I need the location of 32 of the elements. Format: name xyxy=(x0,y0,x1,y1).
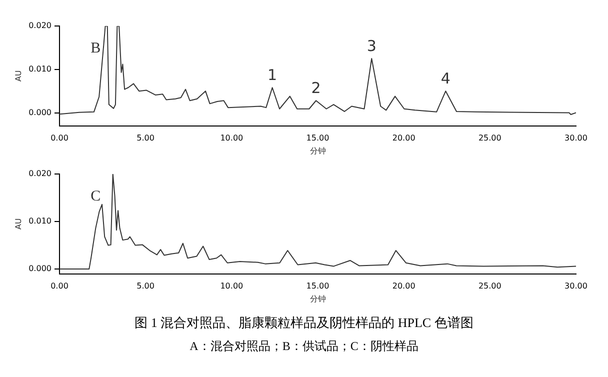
annotation: 2 xyxy=(311,79,321,98)
x-tick-label: 0.00 xyxy=(50,282,68,291)
y-tick-label: 0.010 xyxy=(28,64,52,74)
y-axis-title: AU xyxy=(14,70,23,82)
x-tick-label: 30.00 xyxy=(564,134,588,143)
annotation: 4 xyxy=(440,69,450,88)
y-tick-label: 0.020 xyxy=(28,21,52,30)
x-tick-label: 15.00 xyxy=(306,134,330,143)
y-tick-label: 0.010 xyxy=(28,216,52,226)
x-tick-label: 10.00 xyxy=(220,134,244,143)
x-tick-label: 15.00 xyxy=(306,282,330,291)
annotation: B xyxy=(90,40,101,56)
x-tick-label: 20.00 xyxy=(392,134,416,143)
x-axis-title: 分钟 xyxy=(310,294,326,304)
annotation: 1 xyxy=(268,66,278,84)
x-tick-label: 10.00 xyxy=(220,282,244,291)
x-tick-label: 5.00 xyxy=(136,282,154,291)
x-tick-label: 25.00 xyxy=(478,282,502,291)
x-axis-title: 分钟 xyxy=(310,146,326,156)
y-axis-title: AU xyxy=(14,218,23,230)
x-tick-label: 20.00 xyxy=(392,282,416,291)
annotation: C xyxy=(90,188,101,204)
text: 图 1 混合对照品、脂康颗粒样品及阴性样品的 HPLC 色谱图 xyxy=(134,314,474,332)
x-tick-label: 0.00 xyxy=(50,134,68,143)
text: A：混合对照品；B：供试品；C：阴性样品 xyxy=(188,338,420,355)
x-tick-label: 5.00 xyxy=(136,134,154,143)
x-tick-label: 25.00 xyxy=(478,134,502,143)
y-tick-label: 0.020 xyxy=(28,169,52,178)
y-tick-label: 0.000 xyxy=(28,264,52,274)
x-tick-label: 30.00 xyxy=(564,282,588,291)
annotation: 3 xyxy=(366,36,376,55)
y-tick-label: 0.000 xyxy=(28,108,52,117)
